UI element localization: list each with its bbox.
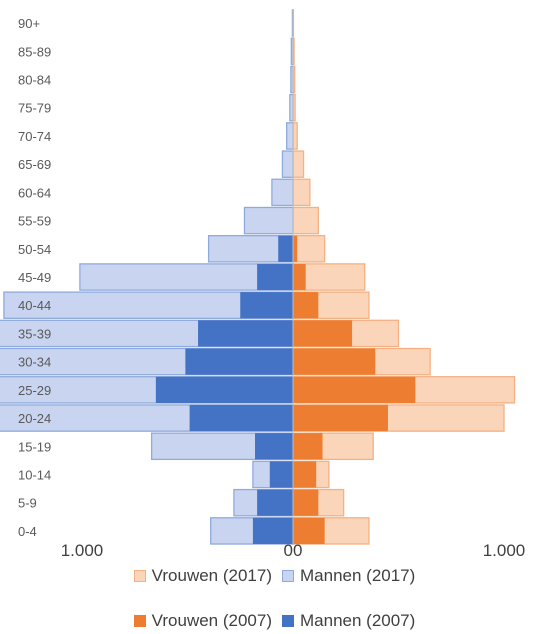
legend-label-mannen-2017: Mannen (2017) [300,566,416,585]
bar-mannen-2007-20-24 [189,404,293,432]
category-label-90+: 90+ [18,16,40,31]
legend-item-vrouwen-2017: Vrouwen (2017) [133,566,272,586]
bar-mannen-2007-50-54 [278,235,293,262]
bar-vrouwen-2007-30-34 [293,348,376,375]
bar-vrouwen-2007-40-44 [293,292,319,319]
category-label-65-69: 65-69 [18,157,51,172]
category-label-50-54: 50-54 [18,242,51,257]
legend-label-vrouwen-2017: Vrouwen (2017) [151,566,272,585]
legend-row-2: Vrouwen (2007) Mannen (2007) [0,611,549,631]
bar-mannen-2007-30-34 [185,348,293,375]
category-label-60-64: 60-64 [18,185,51,200]
bar-mannen-2007-10-14 [269,461,293,488]
bar-vrouwen-2017-65-69 [292,150,305,178]
category-label-40-44: 40-44 [18,298,51,313]
bar-vrouwen-2007-45-49 [293,263,306,291]
legend-item-mannen-2007: Mannen (2007) [282,611,415,631]
legend-swatch-vrouwen-2007 [133,615,146,627]
category-label-5-9: 5-9 [18,496,37,511]
legend-swatch-mannen-2017 [282,570,294,582]
legend-label-mannen-2007: Mannen (2007) [300,611,416,630]
bar-mannen-2017-65-69 [281,150,294,178]
category-label-0-4: 0-4 [18,524,37,539]
bar-mannen-2007-45-49 [257,263,293,291]
bar-vrouwen-2017-60-64 [292,178,311,207]
bar-vrouwen-2007-25-29 [293,376,416,403]
bar-vrouwen-2007-20-24 [293,404,388,432]
bar-vrouwen-2017-55-59 [292,206,319,235]
category-label-20-24: 20-24 [18,411,51,426]
bar-vrouwen-2007-35-39 [293,320,353,347]
category-label-10-14: 10-14 [18,467,51,482]
bar-mannen-2017-60-64 [271,178,294,207]
category-label-55-59: 55-59 [18,214,51,229]
x-tick-label-2: 00 [284,541,303,560]
category-label-35-39: 35-39 [18,326,51,341]
legend-item-vrouwen-2007: Vrouwen (2007) [133,611,272,631]
bar-mannen-2007-5-9 [257,489,293,516]
category-label-80-84: 80-84 [18,73,51,88]
bar-mannen-2017-70-74 [286,122,294,150]
legend-label-vrouwen-2007: Vrouwen (2007) [151,611,272,630]
bar-vrouwen-2007-10-14 [293,461,317,488]
category-label-25-29: 25-29 [18,383,51,398]
bar-vrouwen-2007-15-19 [293,433,323,460]
category-label-85-89: 85-89 [18,44,51,59]
category-label-15-19: 15-19 [18,439,51,454]
category-label-30-34: 30-34 [18,355,51,370]
bar-mannen-2007-0-4 [252,517,293,545]
bar-mannen-2007-15-19 [255,433,293,460]
x-tick-label-1: 1.000 [61,541,104,560]
bar-mannen-2007-25-29 [155,376,293,403]
bar-mannen-2007-35-39 [198,320,293,347]
bar-vrouwen-2017-50-54 [292,235,326,263]
legend-swatch-mannen-2007 [282,615,294,627]
bar-mannen-2007-40-44 [240,292,293,319]
legend-swatch-vrouwen-2017 [133,570,146,582]
bar-vrouwen-2007-0-4 [293,517,325,545]
x-tick-label-3: 1.000 [483,541,526,560]
bar-mannen-2017-55-59 [243,206,294,235]
category-label-45-49: 45-49 [18,270,51,285]
bar-vrouwen-2007-5-9 [293,489,319,516]
category-label-75-79: 75-79 [18,101,51,116]
legend-row-1: Vrouwen (2017) Mannen (2017) [0,566,549,586]
category-label-70-74: 70-74 [18,129,51,144]
bar-vrouwen-2007-50-54 [293,235,298,262]
legend-item-mannen-2017: Mannen (2017) [282,566,415,586]
